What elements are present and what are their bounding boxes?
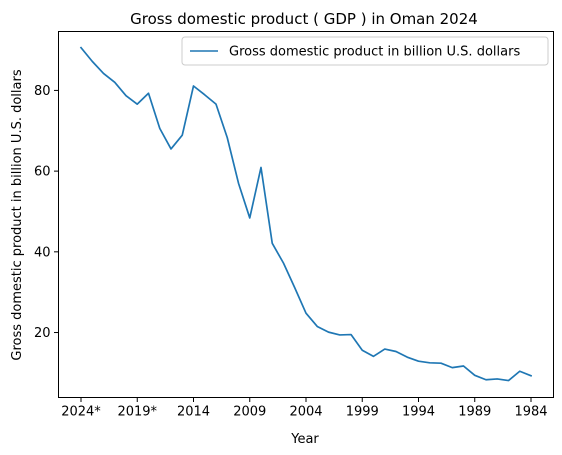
legend-box (181, 36, 549, 66)
legend-label: Gross domestic product in billion U.S. d… (229, 45, 520, 60)
x-tick-label: 1999 (346, 405, 379, 420)
y-tick-label: 20 (34, 326, 51, 341)
y-tick-label: 80 (34, 84, 51, 99)
gdp-series-line (79, 46, 533, 382)
x-axis-label: Year (290, 432, 319, 447)
x-tick-label: 1994 (402, 405, 435, 420)
plot-frame (58, 31, 554, 398)
y-tick-label: 60 (34, 165, 51, 180)
x-tick-label: 1984 (514, 405, 547, 420)
x-tick-label: 2019* (117, 405, 157, 420)
x-tick-label: 1989 (458, 405, 491, 420)
legend: Gross domestic product in billion U.S. d… (181, 36, 549, 66)
y-tick-label: 40 (34, 245, 51, 260)
x-tick-label: 2004 (289, 405, 322, 420)
plot-area: 2024* 2019* 2014 2009 2004 1999 1994 1989 1984 20… (34, 46, 548, 420)
y-axis-label: Gross domestic product in billion U.S. d… (10, 69, 25, 360)
chart-title: Gross domestic product ( GDP ) in Oman 2… (130, 10, 478, 28)
x-tick-label: 2024* (61, 405, 101, 420)
x-tick-label: 2014 (177, 405, 210, 420)
x-tick-label: 2009 (233, 405, 266, 420)
